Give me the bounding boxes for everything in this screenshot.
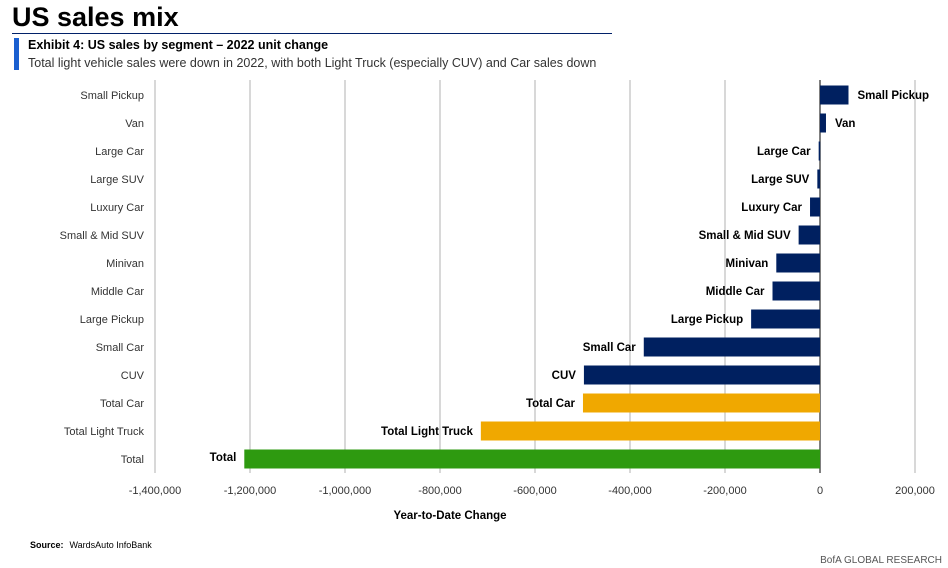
y-tick-label: Total <box>121 454 144 466</box>
title-divider <box>12 33 612 34</box>
bar <box>818 141 821 161</box>
x-tick-label: -800,000 <box>418 485 461 497</box>
y-tick-label: Small & Mid SUV <box>60 230 145 242</box>
y-tick-label: Van <box>125 118 144 130</box>
x-tick-label: 0 <box>817 485 823 497</box>
bar <box>820 85 849 105</box>
bar <box>798 225 820 245</box>
x-tick-label: -600,000 <box>513 485 556 497</box>
x-tick-label: 200,000 <box>895 485 935 497</box>
x-tick-label: -1,200,000 <box>224 485 277 497</box>
exhibit-subtitle: Total light vehicle sales were down in 2… <box>28 56 597 70</box>
y-tick-label: Total Car <box>100 398 144 410</box>
source-note: Source: WardsAuto InfoBank <box>30 540 152 550</box>
data-label: Total Car <box>526 398 576 410</box>
x-tick-label: -1,400,000 <box>129 485 182 497</box>
bar <box>582 393 820 413</box>
exhibit-title: Exhibit 4: US sales by segment – 2022 un… <box>28 38 329 52</box>
y-tick-label: Total Light Truck <box>64 426 145 438</box>
bar <box>772 281 820 301</box>
bar <box>817 169 820 189</box>
data-label: Minivan <box>725 258 768 270</box>
data-label: Large Pickup <box>671 314 743 326</box>
data-label: Small & Mid SUV <box>699 230 791 242</box>
page-title: US sales mix <box>12 2 179 32</box>
x-tick-label: -200,000 <box>703 485 746 497</box>
brand-footer: BofA GLOBAL RESEARCH <box>820 555 942 566</box>
y-tick-label: Middle Car <box>91 286 145 298</box>
data-label: Total <box>210 452 237 464</box>
y-tick-label: Minivan <box>106 258 144 270</box>
y-tick-label: Small Pickup <box>80 90 144 102</box>
exhibit-accent-bar <box>14 38 19 70</box>
y-tick-label: Luxury Car <box>90 202 144 214</box>
bar <box>643 337 820 357</box>
data-label: Total Light Truck <box>381 426 473 438</box>
bar <box>776 253 820 273</box>
bar <box>751 309 820 329</box>
data-label: Small Car <box>583 342 637 354</box>
y-tick-label: Small Car <box>96 342 145 354</box>
source-text: WardsAuto InfoBank <box>69 540 152 550</box>
y-tick-label: Large SUV <box>90 174 144 186</box>
x-tick-label: -400,000 <box>608 485 651 497</box>
bar <box>810 197 820 217</box>
data-label: Large Car <box>757 146 811 158</box>
data-label: Van <box>835 118 855 130</box>
y-tick-label: CUV <box>121 370 145 382</box>
y-tick-label: Large Pickup <box>80 314 144 326</box>
bar <box>583 365 820 385</box>
data-label: Large SUV <box>751 174 809 186</box>
y-tick-label: Large Car <box>95 146 144 158</box>
x-axis-label: Year-to-Date Change <box>393 510 506 522</box>
data-label: Small Pickup <box>858 90 930 102</box>
data-label: CUV <box>552 370 577 382</box>
source-label: Source: <box>30 540 64 550</box>
bar <box>480 421 820 441</box>
bar <box>820 113 826 133</box>
bar <box>244 449 821 469</box>
x-tick-label: -1,000,000 <box>319 485 372 497</box>
data-label: Luxury Car <box>741 202 802 214</box>
data-label: Middle Car <box>706 286 765 298</box>
